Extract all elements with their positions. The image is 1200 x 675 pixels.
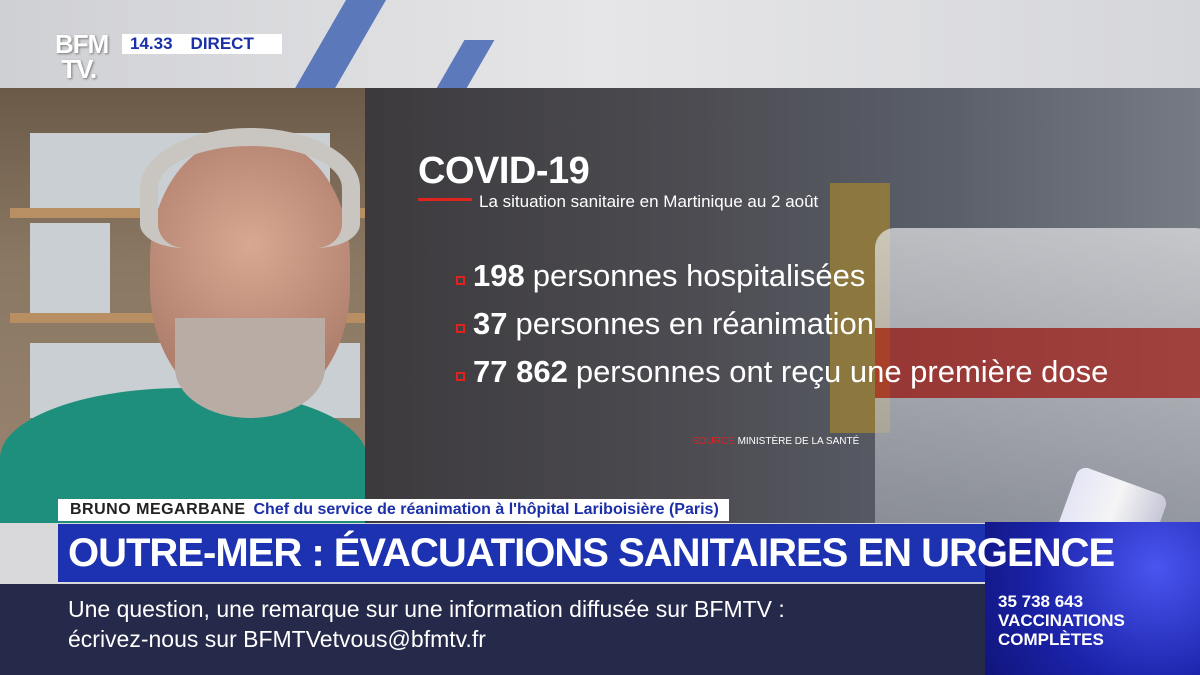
- bullet-icon: [456, 371, 465, 381]
- vaccination-counter: 35 738 643 VACCINATIONS COMPLÈTES: [998, 592, 1125, 649]
- vaccination-count: 35 738 643: [998, 592, 1084, 611]
- stat-label: personnes en réanimation: [515, 306, 874, 341]
- graphic-subtitle: La situation sanitaire en Martinique au …: [479, 192, 819, 211]
- stat-value: 37: [473, 306, 508, 341]
- vaccination-label-2: COMPLÈTES: [998, 630, 1104, 649]
- bfmtv-logo: BFM TV.: [55, 29, 109, 84]
- guest-beard: [175, 318, 325, 418]
- live-label: DIRECT: [190, 34, 254, 53]
- decor-stripe: [294, 0, 386, 90]
- decor-stripe: [435, 40, 495, 90]
- ambulance: [875, 228, 1200, 523]
- hospital-photo: [365, 88, 1200, 523]
- graphic-source: SOURCE MINISTÈRE DE LA SANTÉ: [692, 436, 859, 447]
- ticker: Une question, une remarque sur une infor…: [0, 584, 985, 675]
- stat-value: 77 862: [473, 354, 568, 389]
- stat-value: 198: [473, 258, 525, 293]
- guest-hair: [140, 128, 360, 248]
- source-label: SOURCE: [692, 436, 735, 447]
- guest-name: BRUNO MEGARBANE: [70, 501, 246, 518]
- bullet-icon: [456, 275, 465, 285]
- source-text: MINISTÈRE DE LA SANTÉ: [737, 436, 860, 447]
- ticker-line: écrivez-nous sur BFMTVetvous@bfmtv.fr: [68, 626, 486, 652]
- headline-banner: OUTRE-MER : ÉVACUATIONS SANITAIRES EN UR…: [58, 524, 1115, 582]
- stat-icu: 37 personnes en réanimation: [456, 306, 874, 342]
- vaccination-label: VACCINATIONS: [998, 611, 1125, 630]
- stat-label: personnes hospitalisées: [532, 258, 866, 293]
- stat-hospitalized: 198 personnes hospitalisées: [456, 258, 865, 294]
- guest-title: Chef du service de réanimation à l'hôpit…: [253, 501, 719, 518]
- stat-label: personnes ont reçu une première dose: [575, 354, 1109, 389]
- vaccination-box: [985, 522, 1200, 675]
- graphic-title: COVID-19: [418, 150, 590, 192]
- time: 14.33: [130, 34, 173, 53]
- title-underline: [418, 198, 472, 201]
- bullet-icon: [456, 323, 465, 333]
- guest-name-bar: BRUNO MEGARBANE Chef du service de réani…: [58, 499, 729, 521]
- bookshelf: [30, 223, 110, 313]
- live-clock: 14.33 DIRECT: [122, 34, 282, 54]
- stat-first-dose: 77 862 personnes ont reçu une première do…: [456, 354, 1108, 390]
- ticker-line: Une question, une remarque sur une infor…: [68, 596, 785, 622]
- guest-video: [0, 88, 367, 523]
